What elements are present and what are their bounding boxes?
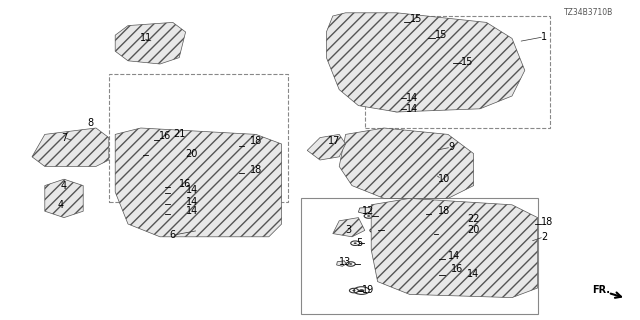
Text: 4: 4: [61, 180, 67, 191]
Polygon shape: [115, 128, 282, 237]
Bar: [365, 16, 550, 128]
Circle shape: [353, 290, 355, 291]
Circle shape: [396, 97, 398, 98]
Text: 7: 7: [61, 132, 67, 143]
Circle shape: [422, 38, 425, 39]
Circle shape: [138, 155, 141, 156]
Circle shape: [160, 186, 163, 187]
Text: 17: 17: [328, 136, 340, 146]
Polygon shape: [358, 207, 371, 214]
Text: 4: 4: [58, 200, 64, 210]
Text: 16: 16: [179, 179, 191, 189]
Circle shape: [160, 213, 163, 214]
Text: 15: 15: [410, 13, 422, 24]
Text: TZ34B3710B: TZ34B3710B: [564, 8, 613, 17]
Polygon shape: [326, 13, 525, 112]
Text: 14: 14: [406, 104, 419, 114]
Circle shape: [373, 230, 376, 231]
Text: 22: 22: [467, 214, 480, 224]
Circle shape: [530, 223, 532, 225]
Polygon shape: [115, 22, 186, 64]
Text: 14: 14: [467, 268, 479, 279]
Circle shape: [234, 145, 237, 146]
Text: 21: 21: [173, 129, 185, 140]
Text: 3: 3: [346, 225, 352, 236]
Text: 2: 2: [541, 232, 547, 242]
Bar: [301, 198, 538, 314]
Circle shape: [421, 213, 424, 214]
Circle shape: [354, 243, 356, 244]
Text: 5: 5: [356, 238, 362, 248]
Circle shape: [399, 21, 401, 22]
Circle shape: [160, 192, 163, 194]
Text: 10: 10: [438, 174, 451, 184]
Polygon shape: [339, 128, 474, 198]
Polygon shape: [45, 179, 83, 218]
Text: 14: 14: [186, 196, 198, 207]
Circle shape: [160, 204, 163, 205]
Text: 18: 18: [250, 164, 262, 175]
Bar: [109, 74, 288, 202]
Polygon shape: [333, 218, 365, 237]
Circle shape: [434, 275, 436, 276]
Text: 14: 14: [448, 251, 460, 261]
Text: 16: 16: [159, 131, 171, 141]
Text: 1: 1: [541, 32, 547, 42]
Text: 20: 20: [467, 225, 479, 236]
Circle shape: [349, 263, 352, 265]
Polygon shape: [337, 261, 346, 266]
Text: 16: 16: [451, 264, 463, 274]
Polygon shape: [307, 134, 346, 160]
Text: 13: 13: [339, 257, 351, 268]
Text: 15: 15: [461, 57, 473, 68]
Text: 20: 20: [186, 148, 198, 159]
Polygon shape: [32, 128, 109, 166]
Circle shape: [367, 215, 370, 217]
Text: 8: 8: [87, 118, 93, 128]
Text: 18: 18: [438, 206, 451, 216]
Circle shape: [359, 289, 364, 292]
Circle shape: [148, 139, 151, 140]
Text: 19: 19: [362, 284, 374, 295]
Text: 11: 11: [140, 33, 152, 44]
Circle shape: [396, 109, 398, 110]
Circle shape: [429, 233, 431, 234]
Circle shape: [448, 63, 451, 64]
Text: 6: 6: [170, 230, 176, 240]
Text: 14: 14: [186, 206, 198, 216]
Text: 18: 18: [250, 136, 262, 146]
Polygon shape: [371, 198, 538, 298]
Text: 9: 9: [448, 142, 454, 152]
Text: FR.: FR.: [593, 284, 611, 295]
Text: 15: 15: [435, 30, 447, 40]
Circle shape: [234, 172, 237, 173]
Text: 12: 12: [362, 206, 374, 216]
Text: 14: 14: [186, 185, 198, 196]
Circle shape: [434, 259, 436, 260]
Text: 14: 14: [406, 92, 419, 103]
Text: 18: 18: [541, 217, 553, 228]
